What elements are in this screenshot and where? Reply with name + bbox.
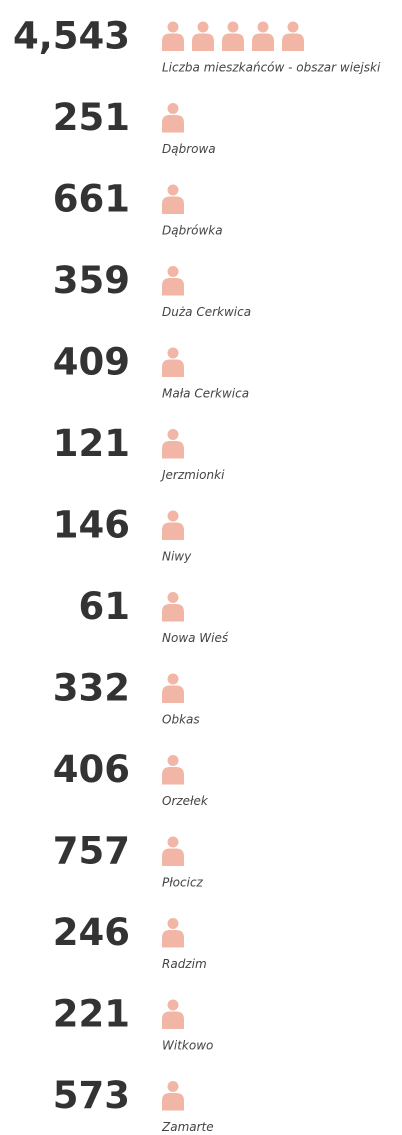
category-label: Mała Cerkwica [162, 387, 249, 401]
value-label: 221 [53, 993, 130, 1036]
category-label: Liczba mieszkańców - obszar wiejski [162, 61, 381, 75]
value-label: 246 [53, 911, 130, 954]
icon-background [162, 266, 184, 296]
value-label: 61 [79, 585, 131, 628]
icon-background [162, 836, 184, 866]
value-label: 406 [53, 748, 130, 791]
icon-background [162, 347, 184, 377]
value-label: 4,543 [13, 15, 130, 58]
category-label: Orzełek [162, 794, 209, 808]
category-label: Dąbrówka [162, 224, 223, 238]
category-label: Witkowo [162, 1039, 213, 1053]
icon-background [162, 429, 184, 459]
value-label: 573 [53, 1074, 130, 1117]
category-label: Nowa Wieś [162, 631, 229, 645]
icon-background [162, 103, 184, 133]
category-label: Zamarte [161, 1120, 214, 1134]
value-label: 409 [53, 341, 130, 384]
value-label: 251 [53, 96, 130, 139]
value-label: 359 [53, 259, 130, 302]
value-label: 332 [53, 667, 130, 710]
category-label: Niwy [162, 550, 192, 564]
category-label: Duża Cerkwica [162, 305, 251, 319]
value-label: 661 [53, 178, 130, 221]
category-label: Jerzmionki [160, 468, 225, 482]
icon-background [162, 510, 184, 540]
icon-background [162, 184, 184, 214]
icon-background [162, 918, 184, 948]
category-label: Dąbrowa [162, 142, 216, 156]
icon-background [162, 1081, 184, 1111]
icon-background [162, 21, 304, 51]
category-label: Płocicz [162, 876, 204, 890]
icon-background [162, 999, 184, 1029]
icon-background [162, 755, 184, 785]
category-label: Obkas [162, 713, 200, 727]
icon-background [162, 673, 184, 703]
value-label: 757 [53, 830, 130, 873]
value-label: 121 [53, 422, 130, 465]
icon-background [162, 592, 184, 622]
category-label: Radzim [162, 957, 207, 971]
value-label: 146 [53, 504, 130, 547]
